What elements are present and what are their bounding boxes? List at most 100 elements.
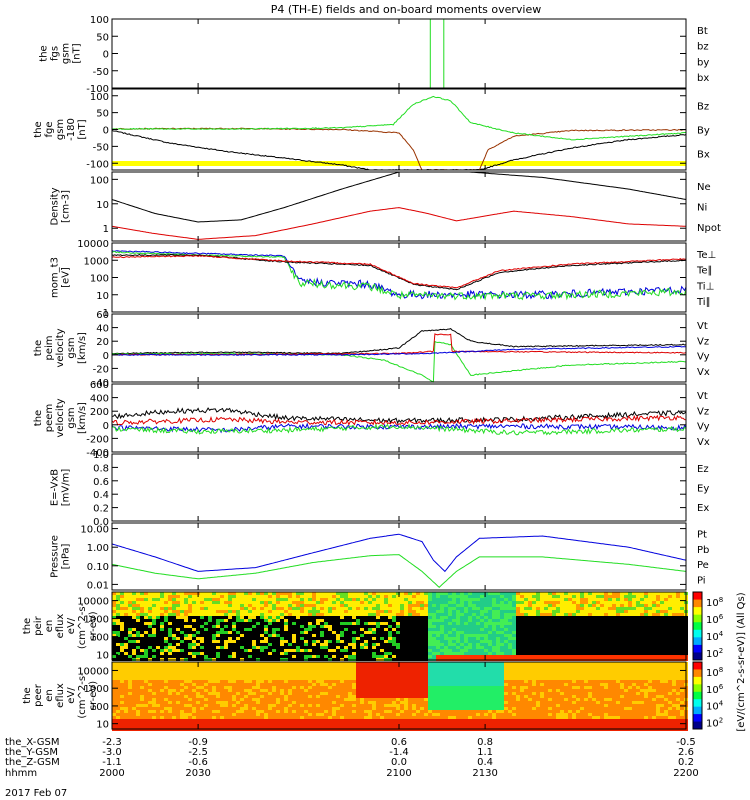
spectrogram-cell <box>676 601 680 604</box>
spectrogram-cell <box>400 652 404 655</box>
spectrogram-cell <box>240 722 244 725</box>
spectrogram-cell <box>464 628 468 631</box>
spectrogram-cell <box>416 655 420 658</box>
spectrogram-cell <box>508 637 512 640</box>
spectrogram-cell <box>676 622 680 625</box>
spectrogram-cell <box>336 631 340 634</box>
spectrogram-cell <box>304 592 308 595</box>
y-tick-label: 1 <box>103 224 109 235</box>
spectrogram-cell <box>176 662 180 665</box>
spectrogram-cell <box>600 637 604 640</box>
spectrogram-cell <box>512 619 516 622</box>
spectrogram-cell <box>372 592 376 595</box>
spectrogram-cell <box>276 668 280 671</box>
spectrogram-cell <box>280 613 284 616</box>
spectrogram-cell <box>236 719 240 722</box>
spectrogram-cell <box>208 701 212 704</box>
spectrogram-cell <box>504 598 508 601</box>
spectrogram-cell <box>636 646 640 649</box>
spectrogram-cell <box>364 649 368 652</box>
spectrogram-cell <box>160 716 164 719</box>
spectrogram-cell <box>304 631 308 634</box>
spectrogram-cell <box>136 634 140 637</box>
spectrogram-cell <box>232 725 236 728</box>
spectrogram-cell <box>648 631 652 634</box>
spectrogram-cell <box>188 719 192 722</box>
spectrogram-cell <box>176 671 180 674</box>
spectrogram-cell <box>220 704 224 707</box>
spectrogram-cell <box>680 613 684 616</box>
spectrogram-cell <box>248 613 252 616</box>
legend-entry: Bx <box>697 149 710 160</box>
spectrogram-cell <box>660 592 664 595</box>
spectrogram-cell <box>388 598 392 601</box>
spectrogram-cell <box>148 634 152 637</box>
spectrogram-cell <box>256 595 260 598</box>
spectrogram-cell <box>316 592 320 595</box>
spectrogram-cell <box>168 692 172 695</box>
spectrogram-cell <box>656 592 660 595</box>
spectrogram-cell <box>180 713 184 716</box>
spectrogram-cell <box>664 637 668 640</box>
spectrogram-cell <box>372 601 376 604</box>
spectrogram-cell <box>236 701 240 704</box>
spectrogram-cell <box>672 628 676 631</box>
spectrogram-cell <box>548 625 552 628</box>
y-axis-label-line: peim <box>44 335 55 360</box>
spectrogram-cell <box>244 622 248 625</box>
spectrogram-cell <box>148 628 152 631</box>
spectrogram-cell <box>292 701 296 704</box>
spectrogram-cell <box>264 710 268 713</box>
spectrogram-cell <box>340 601 344 604</box>
spectrogram-cell <box>500 640 504 643</box>
spectrogram-cell <box>636 607 640 610</box>
spectrogram-cell <box>424 640 428 643</box>
spectrogram-cell <box>128 710 132 713</box>
spectrogram-cell <box>528 616 532 619</box>
spectrogram-cell <box>336 704 340 707</box>
spectrogram-cell <box>260 698 264 701</box>
spectrogram-cell <box>484 622 488 625</box>
spectrogram-cell <box>296 607 300 610</box>
spectrogram-cell <box>128 722 132 725</box>
spectrogram-cell <box>228 722 232 725</box>
spectrogram-cell <box>180 674 184 677</box>
spectrogram-cell <box>256 725 260 728</box>
spectrogram-cell <box>528 640 532 643</box>
spectrogram-cell <box>296 674 300 677</box>
spectrogram-cell <box>132 719 136 722</box>
spectrogram-cell <box>336 707 340 710</box>
spectrogram-cell <box>652 622 656 625</box>
spectrogram-cell <box>668 640 672 643</box>
spectrogram-cell <box>468 634 472 637</box>
spectrogram-cell <box>116 680 120 683</box>
spectrogram-cell <box>136 592 140 595</box>
spectrogram-cell <box>244 680 248 683</box>
spectrogram-cell <box>276 677 280 680</box>
spectrogram-cell <box>136 619 140 622</box>
spectrogram-cell <box>212 710 216 713</box>
spectrogram-cell <box>672 598 676 601</box>
spectrogram-cell <box>396 625 400 628</box>
spectrogram-cell <box>200 713 204 716</box>
spectrogram-cell <box>208 652 212 655</box>
spectrogram-cell <box>264 701 268 704</box>
spectrogram-cell <box>516 640 520 643</box>
spectrogram-cell <box>312 725 316 728</box>
spectrogram-cell <box>316 668 320 671</box>
spectrogram-cell <box>620 613 624 616</box>
spectrogram-cell <box>276 649 280 652</box>
spectrogram-cell <box>536 625 540 628</box>
spectrogram-cell <box>416 649 420 652</box>
spectrogram-cell <box>340 722 344 725</box>
spectrogram-cell <box>328 634 332 637</box>
spectrogram-cell <box>112 610 116 613</box>
spectrogram-cell <box>140 683 144 686</box>
spectrogram-cell <box>164 671 168 674</box>
spectrogram-cell <box>540 613 544 616</box>
spectrogram-cell <box>348 634 352 637</box>
spectrogram-cell <box>256 695 260 698</box>
spectrogram-cell <box>468 607 472 610</box>
spectrogram-cell <box>348 595 352 598</box>
spectrogram-cell <box>568 619 572 622</box>
